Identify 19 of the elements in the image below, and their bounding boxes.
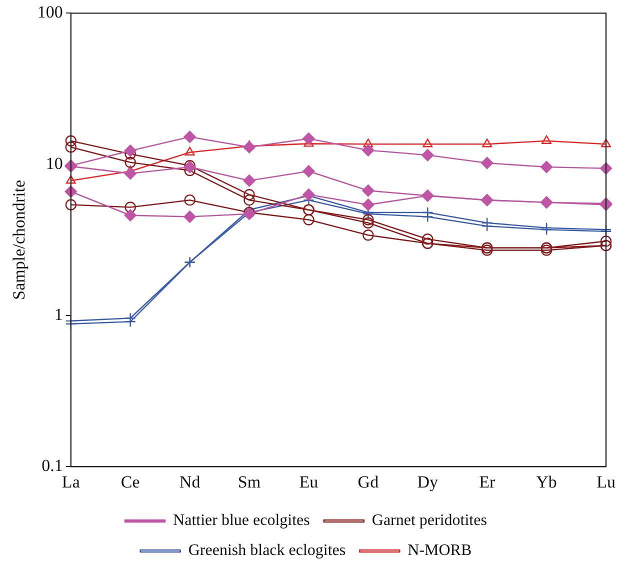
x-tick-label: Er <box>479 472 496 492</box>
y-tick-label: 1 <box>54 304 63 324</box>
x-tick-label: Gd <box>358 472 380 492</box>
x-tick-label: Dy <box>417 472 439 492</box>
legend-label: Garnet peridotites <box>372 512 487 530</box>
legend-label: Nattier blue ecolgites <box>173 512 310 530</box>
x-tick-label: La <box>62 472 80 492</box>
legend-label: Greenish black eclogites <box>188 542 346 560</box>
y-tick-label: 100 <box>37 2 63 22</box>
y-tick-label: 0.1 <box>42 456 63 476</box>
x-tick-label: Eu <box>299 472 319 492</box>
x-tick-label: Yb <box>536 472 557 492</box>
x-tick-label: Ce <box>120 472 140 492</box>
y-tick-label: 10 <box>46 154 63 173</box>
x-tick-label: Lu <box>596 472 616 492</box>
x-tick-label: Nd <box>179 472 201 492</box>
y-axis-title: Sample/chondrite <box>10 180 29 300</box>
legend-label: N-MORB <box>408 542 472 560</box>
x-tick-label: Sm <box>238 472 261 492</box>
